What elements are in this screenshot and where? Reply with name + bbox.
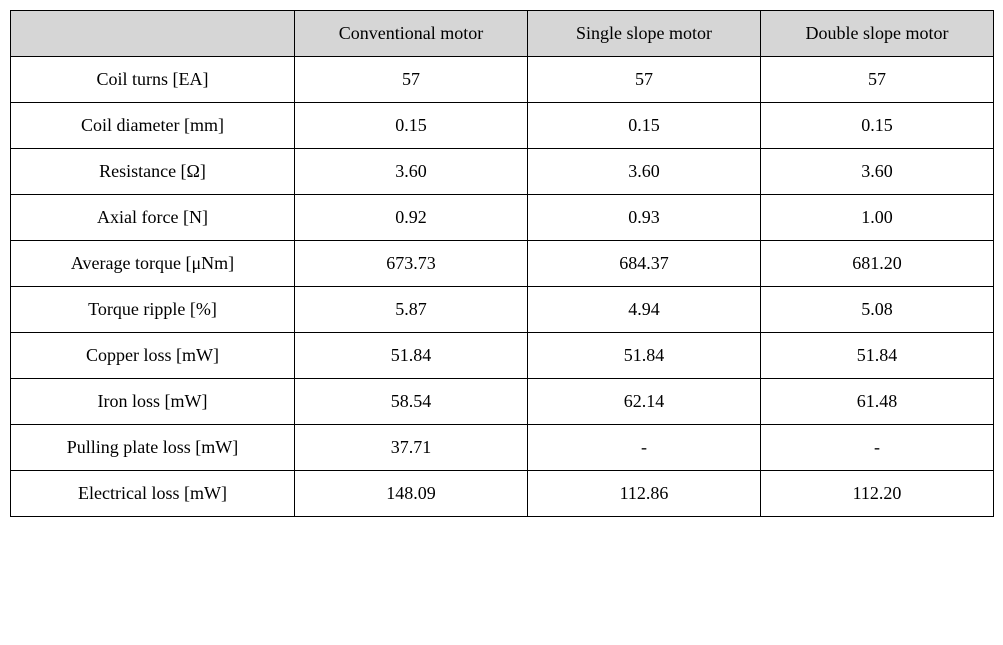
table-row: Coil turns [EA] 57 57 57: [11, 57, 994, 103]
table-row: Resistance [Ω] 3.60 3.60 3.60: [11, 149, 994, 195]
cell-value: 112.20: [761, 471, 994, 517]
cell-value: 112.86: [528, 471, 761, 517]
cell-value: 51.84: [295, 333, 528, 379]
table-row: Copper loss [mW] 51.84 51.84 51.84: [11, 333, 994, 379]
cell-value: 51.84: [761, 333, 994, 379]
table-row: Axial force [N] 0.92 0.93 1.00: [11, 195, 994, 241]
row-label: Pulling plate loss [mW]: [11, 425, 295, 471]
cell-value: 148.09: [295, 471, 528, 517]
cell-value: 57: [761, 57, 994, 103]
table-row: Coil diameter [mm] 0.15 0.15 0.15: [11, 103, 994, 149]
row-label: Torque ripple [%]: [11, 287, 295, 333]
table-row: Electrical loss [mW] 148.09 112.86 112.2…: [11, 471, 994, 517]
cell-value: 0.93: [528, 195, 761, 241]
table-row: Average torque [μNm] 673.73 684.37 681.2…: [11, 241, 994, 287]
row-label: Copper loss [mW]: [11, 333, 295, 379]
cell-value: 57: [295, 57, 528, 103]
row-label: Resistance [Ω]: [11, 149, 295, 195]
cell-value: 51.84: [528, 333, 761, 379]
cell-value: 3.60: [295, 149, 528, 195]
comparison-table: Conventional motor Single slope motor Do…: [10, 10, 994, 517]
cell-value: 4.94: [528, 287, 761, 333]
cell-value: 57: [528, 57, 761, 103]
cell-value: -: [528, 425, 761, 471]
cell-value: 0.15: [528, 103, 761, 149]
row-label: Average torque [μNm]: [11, 241, 295, 287]
cell-value: 673.73: [295, 241, 528, 287]
table-row: Pulling plate loss [mW] 37.71 - -: [11, 425, 994, 471]
cell-value: 0.15: [761, 103, 994, 149]
cell-value: 37.71: [295, 425, 528, 471]
cell-value: 1.00: [761, 195, 994, 241]
cell-value: 684.37: [528, 241, 761, 287]
header-single-slope: Single slope motor: [528, 11, 761, 57]
row-label: Coil turns [EA]: [11, 57, 295, 103]
cell-value: 3.60: [761, 149, 994, 195]
header-double-slope: Double slope motor: [761, 11, 994, 57]
row-label: Electrical loss [mW]: [11, 471, 295, 517]
cell-value: 0.15: [295, 103, 528, 149]
table-header-row: Conventional motor Single slope motor Do…: [11, 11, 994, 57]
row-label: Coil diameter [mm]: [11, 103, 295, 149]
cell-value: 3.60: [528, 149, 761, 195]
cell-value: -: [761, 425, 994, 471]
cell-value: 0.92: [295, 195, 528, 241]
header-conventional: Conventional motor: [295, 11, 528, 57]
cell-value: 681.20: [761, 241, 994, 287]
table-row: Torque ripple [%] 5.87 4.94 5.08: [11, 287, 994, 333]
cell-value: 5.08: [761, 287, 994, 333]
cell-value: 58.54: [295, 379, 528, 425]
row-label: Iron loss [mW]: [11, 379, 295, 425]
cell-value: 61.48: [761, 379, 994, 425]
row-label: Axial force [N]: [11, 195, 295, 241]
cell-value: 62.14: [528, 379, 761, 425]
table-row: Iron loss [mW] 58.54 62.14 61.48: [11, 379, 994, 425]
cell-value: 5.87: [295, 287, 528, 333]
header-empty: [11, 11, 295, 57]
